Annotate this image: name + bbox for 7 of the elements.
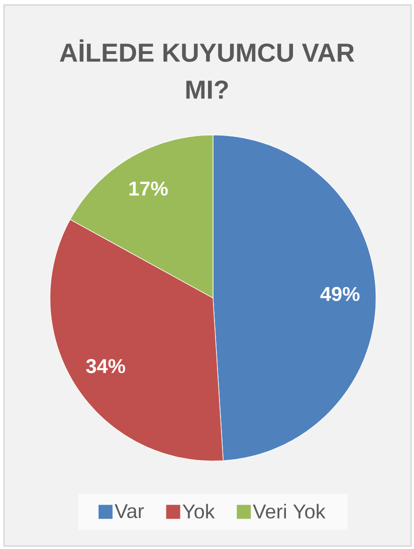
data-label: 49% bbox=[320, 286, 360, 302]
data-label: 17% bbox=[130, 182, 168, 196]
legend-label: Veri Yok bbox=[252, 504, 326, 519]
data-label: 34% bbox=[86, 359, 126, 374]
legend-label: Var bbox=[114, 504, 144, 518]
chart-title: AİLEDE KUYUMCU VAR MI? bbox=[60, 39, 354, 99]
legend-label: Yok bbox=[182, 504, 215, 519]
